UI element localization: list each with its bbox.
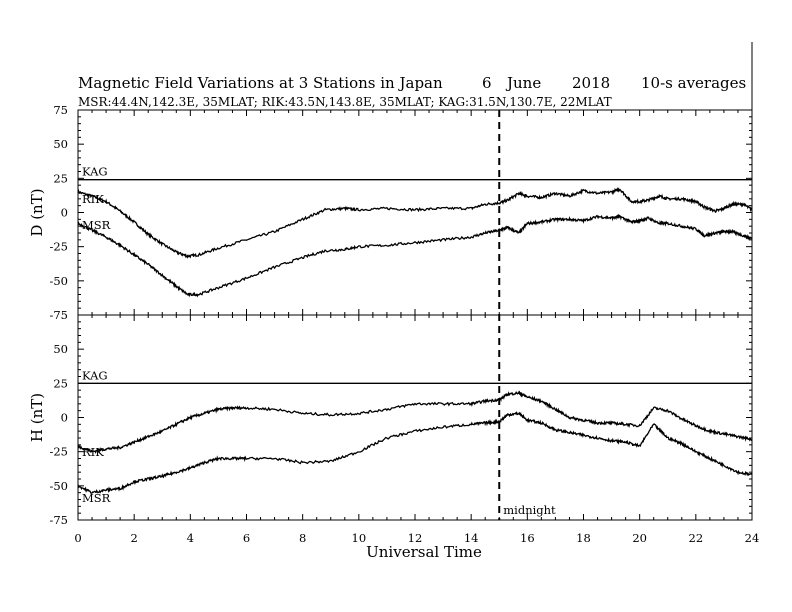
y-tick-label: 75: [53, 103, 68, 117]
x-tick-label: 4: [187, 531, 194, 545]
series-line-rik: [77, 390, 753, 454]
y-tick-label: -50: [49, 274, 68, 288]
y-tick-label: 50: [53, 137, 68, 151]
y-axis-label: H (nT): [28, 393, 46, 442]
date-year: 2018: [572, 74, 610, 92]
panel-d: 75 50 25 0 -25 -50 -75 D (nT) KAG RIK MSR: [28, 103, 753, 322]
series-line-msr: [77, 411, 753, 494]
series-label-kag: KAG: [82, 165, 108, 179]
chart-header: Magnetic Field Variations at 3 Stations …: [78, 74, 746, 109]
x-tick-labels: 0 2 4 6 8 10 12 14 16 18 20 22 24: [74, 531, 759, 545]
y-tick-label: -25: [49, 445, 68, 459]
series-label-rik: RIK: [82, 445, 104, 459]
station-info: MSR:44.4N,142.3E, 35MLAT; RIK:43.5N,143.…: [78, 95, 612, 109]
x-tick-label: 12: [408, 531, 423, 545]
series-label-msr: MSR: [82, 491, 111, 505]
y-tick-label: -50: [49, 479, 68, 493]
chart-title: Magnetic Field Variations at 3 Stations …: [78, 74, 443, 92]
y-tick-label: -25: [49, 240, 68, 254]
y-axis-label: D (nT): [28, 188, 46, 236]
y-tick-label: 0: [61, 411, 68, 425]
y-tick-label: 50: [53, 342, 68, 356]
panel-h: 50 25 0 -25 -50 -75 H (nT) KAG RIK MSR: [28, 314, 753, 527]
panel-frame: [77, 109, 753, 316]
date-day: 6: [482, 74, 492, 92]
y-tick-label: 25: [53, 171, 68, 185]
midnight-label: midnight: [503, 503, 556, 517]
series-label-msr: MSR: [82, 218, 111, 232]
series-label-kag: KAG: [82, 368, 108, 382]
y-tick-label: 25: [53, 376, 68, 390]
plot-area: 75 50 25 0 -25 -50 -75 D (nT) KAG RIK MSR 50 25 0 -25 -…: [28, 42, 759, 545]
series-label-rik: RIK: [82, 192, 104, 206]
x-tick-label: 24: [745, 531, 760, 545]
date-month: June: [505, 74, 541, 92]
x-tick-label: 22: [689, 531, 704, 545]
x-tick-label: 20: [632, 531, 647, 545]
x-axis-label: Universal Time: [366, 543, 482, 561]
y-tick-label: 0: [61, 206, 68, 220]
x-tick-label: 0: [74, 531, 81, 545]
x-tick-label: 18: [576, 531, 591, 545]
series-line-rik: [77, 186, 753, 259]
x-tick-label: 16: [520, 531, 535, 545]
series-line-msr: [77, 213, 753, 298]
x-tick-label: 14: [464, 531, 479, 545]
x-tick-label: 2: [131, 531, 138, 545]
y-tick-label: -75: [49, 513, 68, 527]
panel-frame: [77, 314, 753, 521]
x-tick-label: 6: [243, 531, 250, 545]
averaging-label: 10-s averages: [641, 74, 746, 92]
y-tick-label: -75: [49, 308, 68, 322]
x-tick-label: 8: [299, 531, 306, 545]
x-tick-label: 10: [352, 531, 367, 545]
